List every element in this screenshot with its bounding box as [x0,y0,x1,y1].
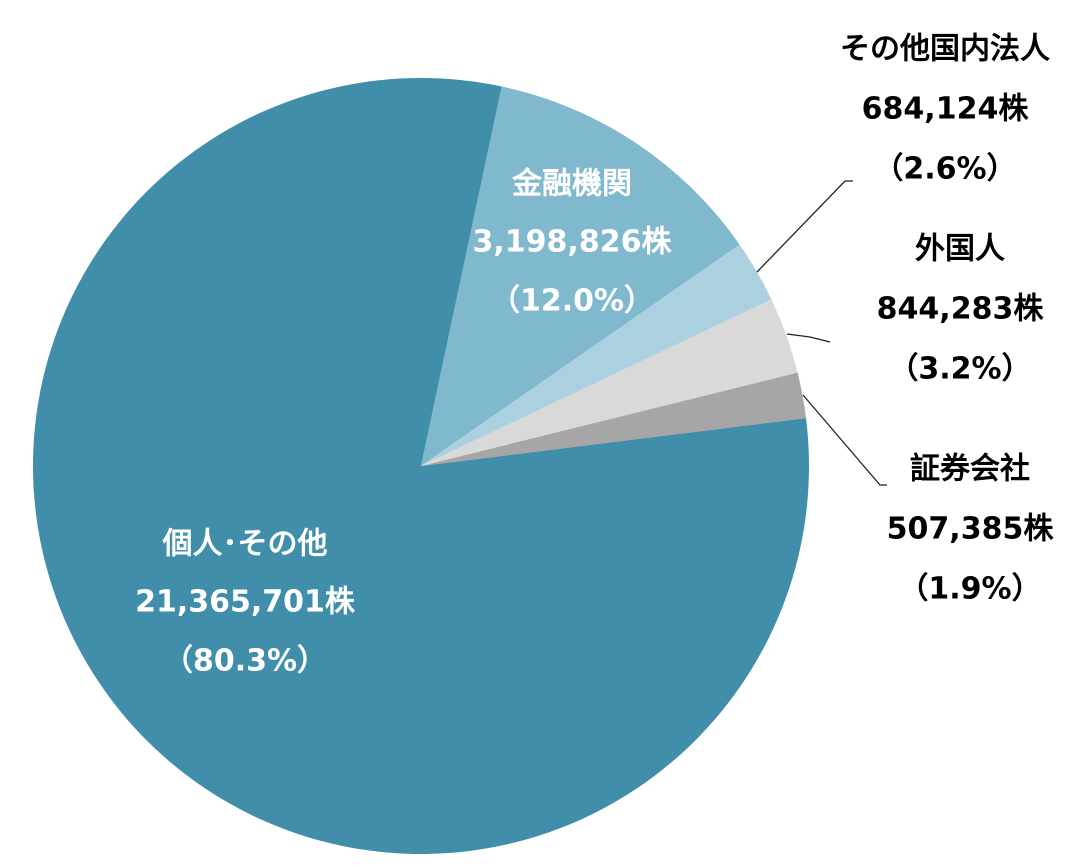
data-label-securities-shares: 507,385株 [887,512,1055,547]
data-label-foreign-name: 外国人 [915,232,1005,267]
data-label-financial-shares: 3,198,826株 [473,225,673,260]
data-label-foreign-shares: 844,283株 [877,292,1045,327]
pie-slice-foreign [421,299,798,466]
data-label-financial-percent: （12.0%） [490,284,654,319]
data-label-foreign-percent: （3.2%） [888,352,1031,387]
data-label-securities-percent: （1.9%） [898,572,1041,607]
data-label-financial-name: 金融機関 [511,167,632,202]
data-label-securities-name: 証券会社 [910,452,1030,487]
data-label-individuals-name: 個人･その他 [162,527,328,562]
data-label-other-domestic-percent: （2.6%） [873,152,1016,187]
leader-line-foreign [786,333,831,343]
pie-slice-securities [421,372,807,466]
data-label-other-domestic-shares: 684,124株 [862,92,1030,127]
leader-line-other-domestic [756,180,853,273]
leader-line-securities [802,394,887,486]
data-label-other-domestic-name: その他国内法人 [840,32,1050,67]
pie-slice-other-domestic [421,244,772,466]
pie-slice-individuals [32,77,809,855]
pie-slice-financial [421,86,740,466]
data-label-individuals-shares: 21,365,701株 [135,585,356,620]
data-label-individuals-percent: （80.3%） [163,644,327,679]
